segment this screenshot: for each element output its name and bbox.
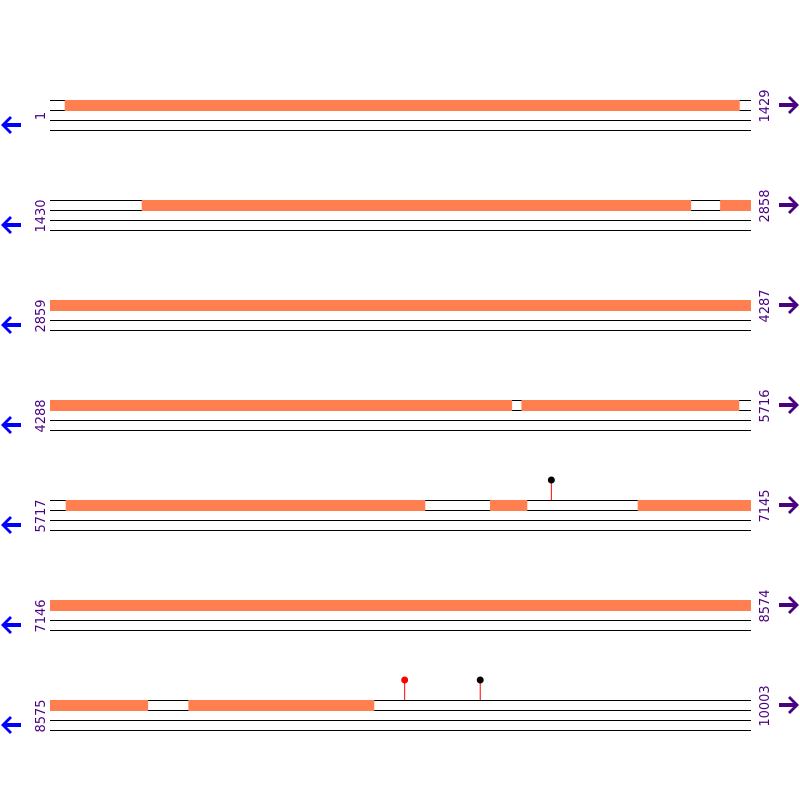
arrow-left-icon[interactable]: [1, 116, 21, 134]
feature-bar[interactable]: [65, 500, 426, 511]
arrow-right-icon[interactable]: [779, 196, 799, 214]
end-position-label: 5716: [758, 389, 773, 422]
feature-bar[interactable]: [637, 500, 751, 511]
end-position-label: 1429: [758, 89, 773, 122]
arrow-right-icon[interactable]: [779, 496, 799, 514]
start-position-label: 7146: [34, 599, 49, 632]
sequence-row: 8575 10003: [1, 676, 799, 734]
end-position-label: 8574: [758, 589, 773, 622]
start-position-label: 2859: [34, 299, 49, 332]
feature-bar[interactable]: [720, 200, 751, 211]
arrow-left-icon[interactable]: [1, 216, 21, 234]
end-position-label: 7145: [758, 489, 773, 522]
feature-bar[interactable]: [64, 100, 740, 111]
feature-bar[interactable]: [188, 700, 375, 711]
sequence-row: 4288 5716: [1, 389, 799, 434]
end-position-label: 2858: [758, 189, 773, 222]
arrow-left-icon[interactable]: [1, 416, 21, 434]
arrow-right-icon[interactable]: [779, 596, 799, 614]
arrow-right-icon[interactable]: [779, 696, 799, 714]
start-position-label: 5717: [34, 499, 49, 532]
arrow-left-icon[interactable]: [1, 716, 21, 734]
feature-bar[interactable]: [141, 200, 692, 211]
start-position-label: 1: [34, 112, 49, 120]
arrow-left-icon[interactable]: [1, 616, 21, 634]
end-position-label: 4287: [758, 289, 773, 322]
end-position-label: 10003: [758, 685, 773, 726]
feature-bar[interactable]: [50, 700, 149, 711]
start-position-label: 4288: [34, 399, 49, 432]
start-position-label: 1430: [34, 199, 49, 232]
arrow-right-icon[interactable]: [779, 96, 799, 114]
marker-black-icon[interactable]: [547, 476, 555, 484]
feature-bar[interactable]: [490, 500, 528, 511]
feature-bar[interactable]: [521, 400, 740, 411]
sequence-row: 2859 4287: [1, 289, 799, 334]
arrow-left-icon[interactable]: [1, 516, 21, 534]
feature-bar[interactable]: [50, 300, 751, 311]
arrow-right-icon[interactable]: [779, 396, 799, 414]
sequence-row: 1 1429: [1, 89, 799, 134]
marker-black-icon[interactable]: [476, 676, 484, 684]
sequence-row: 5717 7145: [1, 476, 799, 534]
sequence-row: 7146 8574: [1, 589, 799, 634]
sequence-row: 1430 2858: [1, 189, 799, 234]
feature-bar[interactable]: [50, 600, 751, 611]
marker-red-icon[interactable]: [401, 676, 409, 684]
arrow-left-icon[interactable]: [1, 316, 21, 334]
arrow-right-icon[interactable]: [779, 296, 799, 314]
start-position-label: 8575: [34, 699, 49, 732]
feature-bar[interactable]: [50, 400, 513, 411]
